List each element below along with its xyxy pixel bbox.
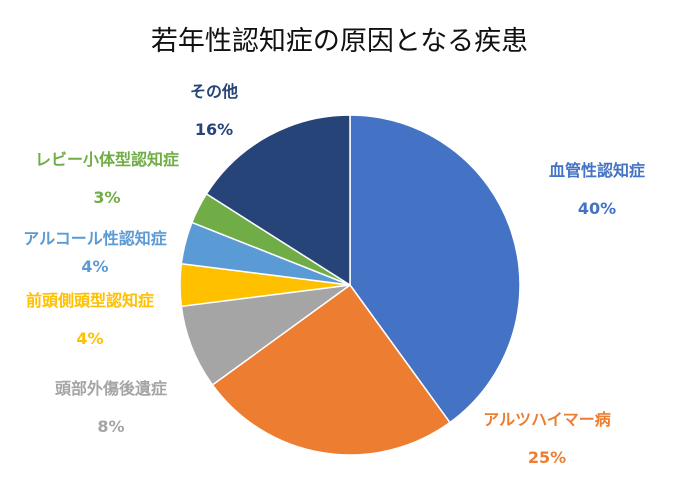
chart-title: 若年性認知症の原因となる疾患 bbox=[151, 26, 528, 57]
slice-label-value: 3% bbox=[93, 188, 120, 207]
slice-label-name: 頭部外傷後遺症 bbox=[55, 379, 167, 398]
slice-label-value: 25% bbox=[528, 448, 566, 467]
pie-slices bbox=[179, 114, 521, 456]
slice-label-name: レビー小体型認知症 bbox=[35, 150, 179, 169]
pie-slice bbox=[205, 114, 351, 287]
slice-label-name: 血管性認知症 bbox=[549, 161, 645, 180]
slice-label-name: 前頭側頭型認知症 bbox=[26, 291, 154, 310]
slice-label-name: アルコール性認知症 bbox=[23, 229, 167, 248]
slice-label-name: その他 bbox=[190, 82, 238, 101]
pie-labels: 血管性認知症 40% アルツハイマー病 25% 頭部外傷後遺症 8% 前頭側頭型認知症 4% ア… bbox=[23, 82, 645, 467]
slice-label-value: 16% bbox=[195, 120, 233, 139]
slice-label-name: アルツハイマー病 bbox=[483, 410, 611, 429]
slice-label-value: 40% bbox=[578, 199, 616, 218]
pie-slice bbox=[349, 114, 521, 424]
slice-label-value: 8% bbox=[97, 417, 124, 436]
pie-slice bbox=[211, 283, 451, 456]
slice-label-value: 4% bbox=[81, 257, 108, 276]
slice-label-value: 4% bbox=[76, 329, 103, 348]
